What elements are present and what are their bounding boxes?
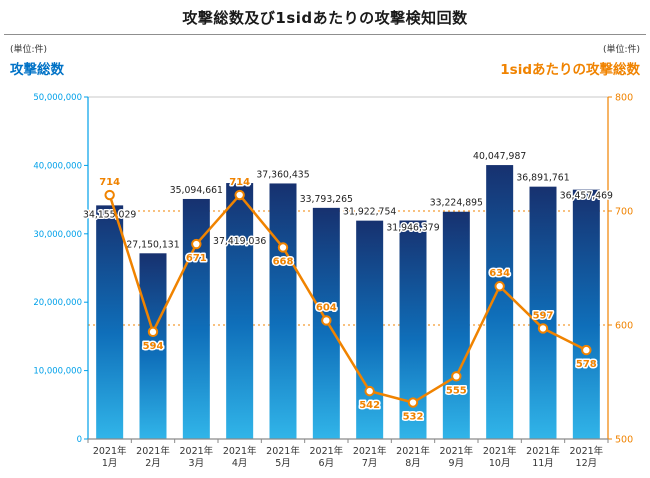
bar (356, 220, 384, 439)
chart-title: 攻撃総数及び1sidあたりの攻撃検知回数 (182, 9, 468, 27)
x-label-year: 2021年 (223, 445, 257, 457)
left-axis-tick-label: 30,000,000 (33, 230, 82, 240)
x-label-month: 7月 (362, 458, 378, 469)
line-value-label: 714 (99, 177, 120, 188)
x-label-month: 4月 (232, 458, 248, 469)
x-label-year: 2021年 (526, 445, 560, 457)
line-value-label: 542 (359, 400, 380, 411)
bar-value-label: 37,419,036 (213, 236, 266, 247)
bar-value-label: 34,155,029 (83, 209, 136, 220)
line-marker (104, 189, 115, 201)
x-label-year: 2021年 (396, 445, 430, 457)
bars-group (96, 165, 600, 439)
line-value-label: 594 (143, 341, 164, 352)
line-marker (451, 371, 462, 382)
x-label-year: 2021年 (93, 445, 127, 457)
x-label-month: 10月 (489, 458, 511, 469)
right-unit-label: (単位:件) (602, 45, 640, 55)
left-unit-label: (単位:件) (10, 45, 48, 55)
title-divider (4, 34, 646, 35)
x-label-year: 2021年 (353, 445, 387, 457)
line-marker (191, 238, 202, 250)
x-label-year: 2021年 (266, 445, 300, 457)
line-marker (147, 326, 159, 338)
line-series (108, 193, 588, 404)
line-marker (581, 344, 592, 356)
line-marker (321, 315, 332, 326)
left-axis-tick-label: 20,000,000 (33, 298, 82, 308)
right-axis-tick-label: 700 (615, 207, 633, 218)
x-label-year: 2021年 (136, 445, 170, 457)
bar (269, 183, 297, 439)
x-label-year: 2021年 (439, 445, 473, 457)
combo-chart-svg: 0 10,000,000 20,000,000 30,000,000 40,000,00… (33, 93, 633, 470)
x-label-month: 6月 (319, 458, 335, 469)
x-label-month: 12月 (576, 458, 598, 469)
line-value-label: 555 (446, 385, 467, 396)
bar-value-label: 33,793,265 (300, 194, 353, 205)
bar-value-label: 36,457,469 (560, 191, 613, 202)
line-value-label: 634 (489, 268, 510, 279)
bar-value-label: 31,922,754 (343, 207, 396, 218)
x-label-year: 2021年 (483, 445, 517, 457)
bar (442, 211, 470, 439)
bar (139, 253, 167, 439)
x-label-month: 9月 (449, 458, 465, 469)
x-label-year: 2021年 (309, 445, 343, 457)
right-axis-title: 1sidあたりの攻撃総数 (500, 62, 640, 78)
line-value-label: 597 (533, 310, 554, 321)
bar (96, 205, 124, 439)
left-axis-title: 攻撃総数 (10, 62, 64, 78)
x-label-month: 3月 (189, 458, 205, 469)
bar-value-label: 35,094,661 (170, 185, 223, 196)
bar-value-label: 36,891,761 (516, 173, 569, 184)
line-marker (494, 281, 505, 292)
chart-area: 0 10,000,000 20,000,000 30,000,000 40,000,00… (0, 82, 650, 478)
bar-value-label: 31,946,379 (386, 222, 439, 233)
line-marker (277, 242, 289, 253)
line-marker (407, 397, 419, 408)
x-label-month: 11月 (532, 458, 554, 469)
x-label-month: 1月 (102, 458, 118, 469)
left-axis-tick-label: 0 (77, 435, 82, 445)
bar-value-label: 33,224,895 (430, 198, 483, 209)
bar-value-label: 27,150,131 (126, 239, 179, 250)
right-axis-tick-label: 800 (615, 93, 633, 104)
line-value-label: 604 (316, 302, 337, 313)
bar (529, 186, 557, 439)
line-marker (537, 323, 549, 334)
bar (572, 189, 600, 439)
right-axis-tick-label: 500 (615, 435, 633, 446)
line-marker (234, 189, 245, 201)
line-marker (364, 385, 375, 397)
left-axis-tick-label: 40,000,000 (33, 161, 82, 171)
left-axis-tick-label: 10,000,000 (33, 367, 82, 377)
bar-value-label: 40,047,987 (473, 151, 526, 162)
bar (226, 183, 254, 439)
line-value-label: 714 (229, 177, 250, 188)
x-label-month: 2月 (145, 458, 161, 469)
axis-titles-row: 攻撃総数 1sidあたりの攻撃総数 (0, 55, 650, 78)
line-value-label: 578 (576, 359, 597, 370)
line-value-label: 532 (403, 412, 424, 423)
x-label-month: 8月 (405, 458, 421, 469)
right-axis-tick-label: 600 (615, 321, 633, 332)
line-value-label: 668 (273, 256, 294, 267)
units-row: (単位:件) (単位:件) (0, 35, 650, 55)
x-label-month: 5月 (275, 458, 291, 469)
x-label-year: 2021年 (569, 445, 603, 457)
x-label-year: 2021年 (179, 445, 213, 457)
bar (486, 165, 514, 439)
bar-value-label: 37,360,435 (256, 169, 309, 180)
left-axis-tick-label: 50,000,000 (33, 93, 82, 103)
line-value-label: 671 (186, 253, 207, 264)
